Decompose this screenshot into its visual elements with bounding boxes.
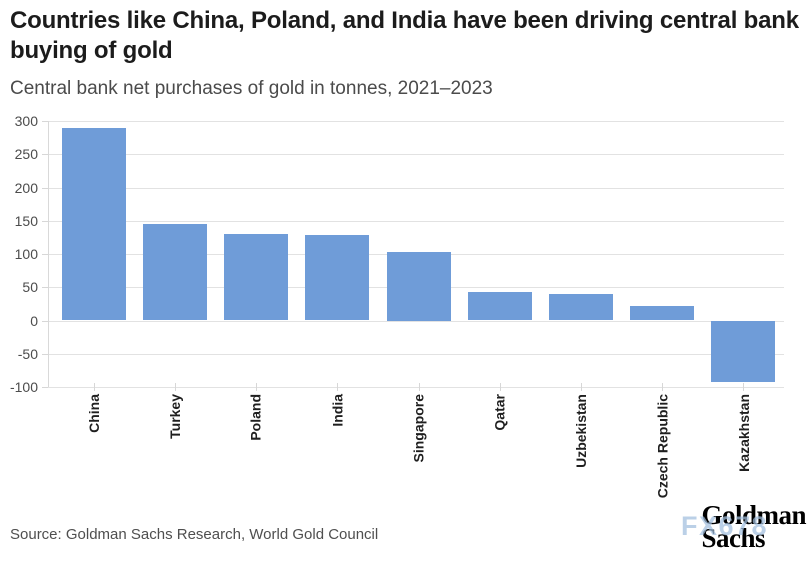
y-tick-label-200: 200 bbox=[14, 179, 38, 196]
x-label-singapore: Singapore bbox=[410, 394, 427, 463]
y-tick-50 bbox=[42, 287, 48, 289]
y-tick--50 bbox=[42, 353, 48, 355]
source-note: Source: Goldman Sachs Research, World Go… bbox=[10, 526, 379, 543]
y-tick-150 bbox=[42, 220, 48, 222]
bar-poland bbox=[224, 234, 289, 321]
y-tick-label-150: 150 bbox=[14, 212, 38, 229]
x-tick-qatar bbox=[499, 383, 501, 391]
x-tick-china bbox=[93, 383, 95, 391]
x-label-kazakhstan: Kazakhstan bbox=[735, 394, 752, 472]
y-tick-label--100: -100 bbox=[9, 379, 38, 395]
bar-czech-republic bbox=[630, 305, 695, 321]
bar-turkey bbox=[142, 224, 207, 321]
bar-uzbekistan bbox=[548, 293, 613, 321]
y-axis-line bbox=[48, 121, 49, 387]
x-tick-kazakhstan bbox=[743, 383, 745, 391]
bar-kazakhstan bbox=[711, 320, 776, 383]
x-label-czech-republic: Czech Republic bbox=[654, 394, 671, 499]
x-label-india: India bbox=[329, 394, 346, 427]
watermark-text: FX678 bbox=[681, 511, 769, 541]
y-tick-label--50: -50 bbox=[17, 345, 38, 362]
y-tick-200 bbox=[42, 187, 48, 189]
gridline-250 bbox=[48, 154, 784, 156]
gridline-0 bbox=[48, 320, 784, 322]
y-tick--100 bbox=[42, 387, 48, 388]
gridline--100 bbox=[48, 387, 784, 388]
gridline-200 bbox=[48, 187, 784, 189]
y-tick-label-50: 50 bbox=[22, 279, 38, 296]
y-tick-0 bbox=[42, 320, 48, 322]
bar-china bbox=[61, 127, 126, 321]
y-tick-label-100: 100 bbox=[14, 246, 38, 262]
bar-singapore bbox=[386, 252, 451, 321]
logo-line-1: Goldman bbox=[701, 500, 806, 530]
x-label-turkey: Turkey bbox=[166, 394, 183, 439]
y-tick-100 bbox=[42, 254, 48, 255]
chart-subtitle: Central bank net purchases of gold in to… bbox=[10, 78, 493, 99]
y-tick-label-0: 0 bbox=[30, 312, 38, 329]
bar-india bbox=[305, 235, 370, 321]
x-tick-poland bbox=[256, 383, 258, 391]
goldman-sachs-logo: Goldman Sachs bbox=[701, 500, 806, 553]
x-label-china: China bbox=[85, 394, 102, 433]
y-tick-label-300: 300 bbox=[14, 113, 38, 129]
x-tick-singapore bbox=[418, 383, 420, 391]
gridline-300 bbox=[48, 121, 784, 122]
x-tick-turkey bbox=[174, 383, 176, 391]
y-tick-300 bbox=[42, 121, 48, 122]
x-label-qatar: Qatar bbox=[491, 394, 508, 431]
x-tick-czech-republic bbox=[662, 383, 664, 391]
gridline-150 bbox=[48, 220, 784, 222]
x-tick-uzbekistan bbox=[580, 383, 582, 391]
gridline--50 bbox=[48, 353, 784, 355]
y-tick-label-250: 250 bbox=[14, 146, 38, 163]
x-tick-india bbox=[337, 383, 339, 391]
chart-title: Countries like China, Poland, and India … bbox=[10, 7, 799, 64]
logo-line-2: Sachs bbox=[701, 523, 765, 553]
y-tick-250 bbox=[42, 154, 48, 156]
x-label-uzbekistan: Uzbekistan bbox=[572, 394, 589, 468]
bar-qatar bbox=[467, 291, 532, 321]
x-label-poland: Poland bbox=[248, 394, 265, 441]
